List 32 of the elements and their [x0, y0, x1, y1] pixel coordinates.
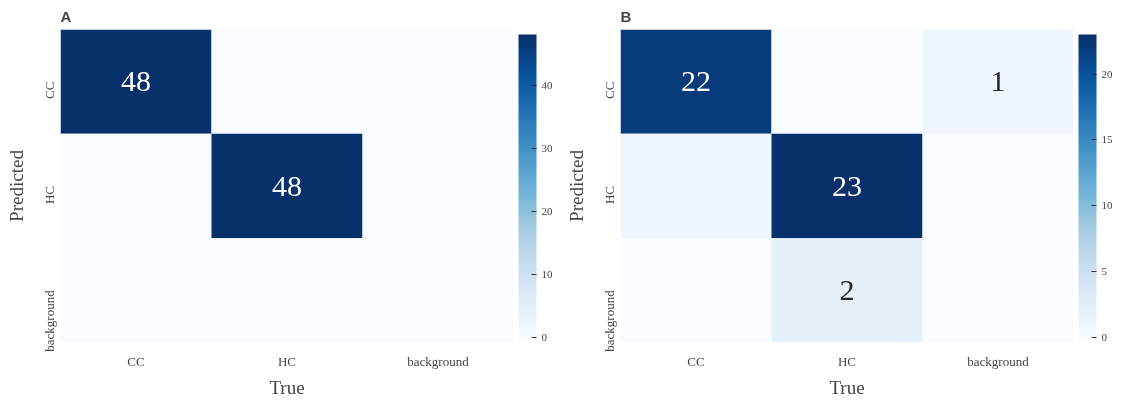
data-label: 48 [272, 168, 302, 202]
x-tick-label: CC [687, 353, 705, 369]
chart-title: A [60, 7, 72, 25]
data-label: 48 [121, 64, 151, 98]
x-tick-label: background [967, 353, 1030, 369]
data-label: 23 [832, 168, 862, 202]
y-tick-label: HC [602, 186, 617, 205]
color-bar-label: 10 [1101, 199, 1113, 212]
x-tick-label: HC [277, 353, 297, 369]
data-label: 1 [990, 64, 1006, 98]
x-tick-label: CC [127, 353, 145, 369]
x-tick-label: background [407, 353, 470, 369]
y-axis-title: Predicted [565, 149, 587, 222]
data-label: 22 [681, 64, 711, 98]
y-tick-label: CC [42, 81, 57, 100]
color-bar-label: 20 [1101, 67, 1113, 80]
color-bar-label: 15 [1101, 133, 1113, 146]
color-bar-label: 20 [541, 204, 553, 217]
chart-title: B [620, 7, 632, 25]
y-axis-title: Predicted [5, 149, 27, 222]
y-tick-label: HC [42, 186, 57, 205]
color-bar-label: 5 [1101, 265, 1108, 278]
color-bar-label: 30 [541, 141, 553, 154]
color-bar-label: 10 [541, 267, 553, 280]
x-tick-label: HC [837, 353, 857, 369]
x-axis-title: True [829, 376, 865, 398]
y-tick-label: CC [602, 81, 617, 100]
color-bar-label: 0 [1101, 331, 1108, 343]
color-bar-label: 40 [541, 78, 553, 91]
data-label: 2 [839, 272, 855, 306]
color-bar-label: 0 [541, 331, 548, 343]
x-axis-title: True [269, 376, 305, 398]
